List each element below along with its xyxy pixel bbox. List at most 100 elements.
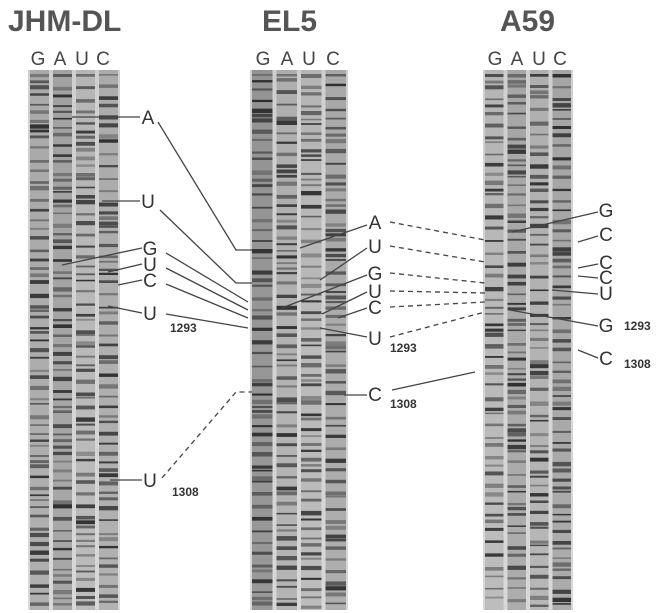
band <box>99 190 118 193</box>
nucleotide-label: C <box>143 271 157 292</box>
band <box>325 345 346 350</box>
band <box>325 403 346 406</box>
band <box>53 590 72 595</box>
band <box>485 344 504 349</box>
band <box>552 74 571 78</box>
lane-smear <box>252 70 273 610</box>
band <box>276 491 297 496</box>
band <box>252 340 273 345</box>
band <box>99 533 118 536</box>
band <box>507 502 526 506</box>
band <box>530 401 549 406</box>
band <box>552 589 571 594</box>
band <box>301 469 322 473</box>
band <box>53 212 72 215</box>
band <box>507 84 526 88</box>
band <box>507 587 526 589</box>
gel <box>28 70 120 610</box>
band <box>530 419 549 422</box>
band <box>530 329 549 332</box>
band <box>30 305 49 309</box>
band <box>485 313 504 315</box>
band <box>252 113 273 118</box>
band <box>301 253 322 258</box>
band <box>530 337 549 341</box>
band <box>30 135 49 139</box>
band <box>76 99 95 103</box>
band <box>53 245 72 250</box>
band <box>99 225 118 228</box>
band <box>552 562 571 567</box>
nucleotide-label: C <box>599 349 613 370</box>
band <box>99 202 118 207</box>
panel-title: EL5 <box>262 5 317 38</box>
band <box>507 382 526 387</box>
band <box>30 460 49 464</box>
band <box>53 369 72 371</box>
band <box>325 323 346 326</box>
band <box>252 138 273 141</box>
band <box>552 547 571 550</box>
band <box>485 587 504 590</box>
band <box>301 527 322 531</box>
band <box>301 344 322 347</box>
band <box>76 405 95 410</box>
band <box>276 272 297 275</box>
band <box>252 297 273 301</box>
band <box>76 577 95 581</box>
band <box>30 236 49 240</box>
band <box>30 398 49 401</box>
band <box>507 149 526 154</box>
band <box>485 443 504 447</box>
band <box>276 255 297 259</box>
band <box>325 223 346 227</box>
band <box>30 433 49 435</box>
band <box>252 425 273 428</box>
band <box>99 74 118 76</box>
band <box>507 137 526 141</box>
band <box>301 417 322 421</box>
band <box>252 379 273 383</box>
band <box>507 432 526 437</box>
band <box>552 504 571 509</box>
band <box>276 267 297 270</box>
band <box>301 204 322 209</box>
band <box>53 376 72 382</box>
band <box>485 423 504 427</box>
band <box>252 365 273 368</box>
band <box>76 430 95 435</box>
band <box>485 412 504 415</box>
band <box>30 315 49 319</box>
band <box>485 527 504 531</box>
band <box>76 164 95 167</box>
band <box>507 367 526 370</box>
band <box>530 522 549 526</box>
band <box>252 157 273 160</box>
band <box>276 204 297 207</box>
band <box>325 148 346 154</box>
position-number: 1293 <box>624 319 651 333</box>
band <box>552 541 571 545</box>
band <box>530 188 549 192</box>
band <box>276 344 297 349</box>
band <box>99 230 118 234</box>
band <box>325 248 346 252</box>
band <box>252 601 273 606</box>
band <box>530 200 549 204</box>
band <box>552 165 571 170</box>
band <box>276 219 297 223</box>
band <box>507 565 526 570</box>
band <box>301 518 322 521</box>
band <box>99 468 118 472</box>
band <box>325 546 346 550</box>
lane-label: G <box>256 49 271 70</box>
nucleotide-label: A <box>369 213 382 234</box>
band <box>301 159 322 161</box>
band <box>252 151 273 154</box>
band <box>301 132 322 135</box>
band <box>30 327 49 330</box>
band <box>325 314 346 318</box>
connectors <box>61 116 599 481</box>
band <box>53 271 72 274</box>
band <box>30 424 49 426</box>
